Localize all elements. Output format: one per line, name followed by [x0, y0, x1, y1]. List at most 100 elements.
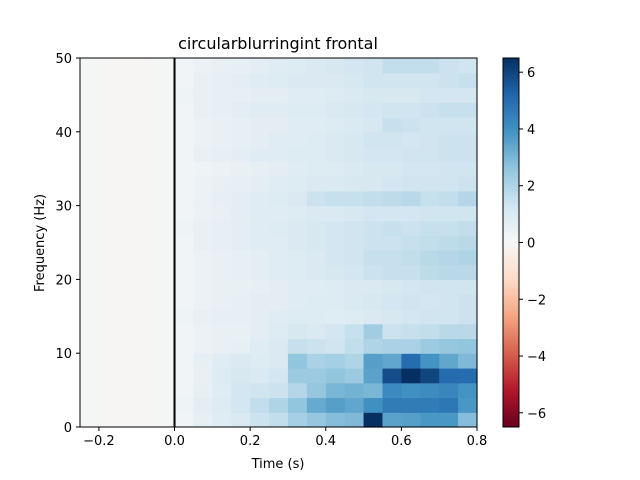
heatmap-cell	[269, 146, 289, 162]
heatmap-cell	[136, 235, 157, 251]
heatmap-cell	[325, 382, 346, 399]
heatmap-cell	[401, 190, 421, 207]
heatmap-cell	[269, 323, 289, 340]
heatmap-cell	[250, 58, 270, 74]
heatmap-cell	[382, 353, 402, 369]
heatmap-cell	[325, 279, 346, 295]
heatmap-cell	[439, 161, 459, 177]
heatmap-cell	[325, 323, 346, 340]
heatmap-cell	[420, 294, 440, 310]
heatmap-cell	[306, 117, 327, 133]
heatmap-cell	[174, 220, 195, 236]
heatmap-cell	[250, 353, 270, 369]
heatmap-cell	[155, 161, 176, 177]
heatmap-cell	[269, 338, 289, 354]
heatmap-cell	[420, 131, 440, 148]
x-axis-label: Time (s)	[251, 457, 305, 472]
heatmap-cell	[420, 161, 440, 177]
heatmap-cell	[231, 72, 251, 89]
heatmap-cell	[98, 72, 119, 89]
heatmap-cell	[155, 338, 176, 354]
heatmap-cell	[193, 279, 213, 295]
heatmap-cell	[382, 161, 402, 177]
heatmap-cell	[306, 87, 327, 103]
heatmap-cell	[231, 220, 251, 236]
heatmap-cell	[250, 397, 270, 413]
heatmap-cell	[193, 353, 213, 369]
heatmap-cell	[439, 397, 459, 413]
heatmap-cell	[231, 382, 251, 399]
heatmap-cell	[287, 397, 308, 413]
heatmap-cell	[155, 102, 176, 118]
heatmap-cell	[401, 279, 421, 295]
heatmap-cell	[306, 264, 327, 280]
heatmap-cell	[174, 235, 195, 251]
heatmap-cell	[306, 338, 327, 354]
heatmap-cell	[325, 294, 346, 310]
heatmap-cell	[212, 190, 232, 207]
heatmap-cell	[117, 72, 138, 89]
heatmap-cell	[193, 397, 213, 413]
heatmap-cell	[231, 190, 251, 207]
heatmap-cell	[439, 131, 459, 148]
heatmap-cell	[420, 249, 440, 266]
heatmap-cell	[174, 72, 195, 89]
heatmap-cell	[401, 146, 421, 162]
heatmap-cell	[250, 279, 270, 295]
heatmap-cell	[212, 294, 232, 310]
heatmap-cell	[420, 220, 440, 236]
heatmap-cell	[231, 397, 251, 413]
heatmap-cell	[401, 205, 421, 221]
heatmap-cell	[306, 176, 327, 192]
heatmap-cell	[458, 131, 478, 148]
heatmap-cell	[269, 190, 289, 207]
heatmap-cell	[363, 117, 384, 133]
heatmap-cell	[382, 323, 402, 340]
heatmap-cell	[117, 176, 138, 192]
heatmap-cell	[98, 117, 119, 133]
heatmap-cell	[420, 205, 440, 221]
heatmap-cell	[401, 412, 421, 428]
heatmap-cell	[98, 323, 119, 340]
heatmap-cell	[420, 146, 440, 162]
heatmap-cell	[117, 397, 138, 413]
heatmap-cell	[212, 146, 232, 162]
heatmap-cell	[98, 190, 119, 207]
heatmap-cells	[80, 58, 478, 428]
heatmap-cell	[231, 205, 251, 221]
heatmap-cell	[344, 264, 365, 280]
heatmap-cell	[269, 397, 289, 413]
heatmap-cell	[155, 353, 176, 369]
heatmap-cell	[174, 308, 195, 325]
heatmap-cell	[439, 338, 459, 354]
heatmap-cell	[231, 264, 251, 280]
heatmap-cell	[382, 176, 402, 192]
heatmap-cell	[231, 367, 251, 384]
heatmap-cell	[117, 87, 138, 103]
heatmap-cell	[98, 367, 119, 384]
heatmap-cell	[80, 338, 100, 354]
heatmap-cell	[174, 382, 195, 399]
heatmap-cell	[136, 176, 157, 192]
heatmap-cell	[287, 294, 308, 310]
heatmap-cell	[250, 367, 270, 384]
heatmap-cell	[325, 146, 346, 162]
heatmap-cell	[306, 353, 327, 369]
heatmap-cell	[231, 294, 251, 310]
heatmap-cell	[344, 367, 365, 384]
heatmap-cell	[212, 87, 232, 103]
heatmap-cell	[231, 249, 251, 266]
heatmap-cell	[401, 367, 421, 384]
heatmap-cell	[420, 279, 440, 295]
heatmap-cell	[439, 117, 459, 133]
heatmap-cell	[420, 353, 440, 369]
heatmap-cell	[363, 397, 384, 413]
heatmap-cell	[325, 220, 346, 236]
heatmap-cell	[363, 338, 384, 354]
heatmap-cell	[439, 367, 459, 384]
heatmap-cell	[382, 58, 402, 74]
heatmap-cell	[212, 117, 232, 133]
heatmap-cell	[212, 353, 232, 369]
heatmap-cell	[250, 205, 270, 221]
heatmap-cell	[382, 367, 402, 384]
